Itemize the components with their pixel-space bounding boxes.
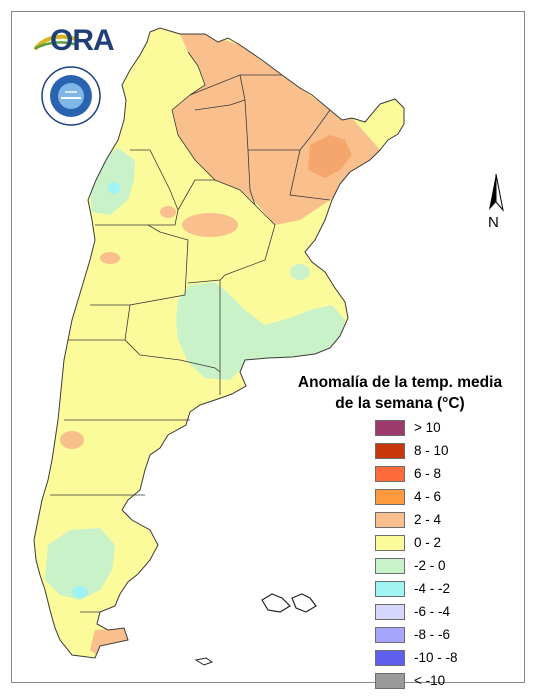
legend-label: 6 - 8 [414, 466, 442, 481]
legend-item: -6 - -4 [375, 600, 458, 623]
anomaly-zone-cold-west [108, 182, 120, 194]
north-label: N [488, 214, 499, 231]
legend-swatch [375, 580, 405, 597]
legend-label: -6 - -4 [414, 604, 451, 619]
legend-swatch [375, 626, 405, 643]
legend-swatch [375, 649, 405, 666]
province-borders [50, 51, 331, 613]
legend-label: 2 - 4 [414, 512, 442, 527]
legend-swatch [375, 603, 405, 620]
north-arrow-icon [489, 173, 504, 212]
anomaly-zone-cool-south [45, 528, 115, 600]
anomaly-zone-cool-coast [290, 264, 310, 280]
legend-item: 8 - 10 [375, 439, 458, 462]
legend-label: 8 - 10 [414, 443, 449, 458]
legend-swatch [375, 672, 405, 689]
malvinas-islands [261, 593, 317, 613]
ora-logo-text: ORA [50, 24, 115, 57]
legend-label: > 10 [414, 420, 441, 435]
anomaly-zone-center-1 [182, 213, 238, 237]
anomaly-zone-northeast [308, 135, 352, 178]
legend-label: -4 - -2 [414, 581, 451, 596]
legend: > 10 8 - 10 6 - 8 4 - 6 2 - 4 0 - 2 -2 -… [375, 416, 458, 692]
legend-item: -10 - -8 [375, 646, 458, 669]
anomaly-zone-west [100, 252, 120, 264]
legend-swatch [375, 442, 405, 459]
legend-item: -2 - 0 [375, 554, 458, 577]
legend-title: Anomalía de la temp. media de la semana … [283, 372, 517, 414]
legend-title-line-2: de la semana (°C) [335, 395, 465, 412]
legend-item: 4 - 6 [375, 485, 458, 508]
legend-item: > 10 [375, 416, 458, 439]
anomaly-zone-center-2 [160, 206, 176, 218]
legend-label: -10 - -8 [414, 650, 458, 665]
legend-item: < -10 [375, 669, 458, 692]
legend-label: -8 - -6 [414, 627, 451, 642]
legend-item: -4 - -2 [375, 577, 458, 600]
legend-item: 6 - 8 [375, 462, 458, 485]
legend-swatch [375, 557, 405, 574]
legend-swatch [375, 465, 405, 482]
legend-item: 0 - 2 [375, 531, 458, 554]
legend-label: 0 - 2 [414, 535, 442, 550]
anomaly-zone-south-coast [60, 431, 84, 449]
legend-label: < -10 [414, 673, 446, 688]
legend-swatch [375, 511, 405, 528]
legend-item: -8 - -6 [375, 623, 458, 646]
legend-swatch [375, 534, 405, 551]
anomaly-zone-cold-south [72, 586, 88, 598]
legend-swatch [375, 488, 405, 505]
smn-seal-icon [41, 66, 101, 126]
legend-swatch [375, 419, 405, 436]
ora-swoosh-icon [34, 34, 80, 50]
legend-title-line-1: Anomalía de la temp. media [297, 374, 503, 391]
legend-item: 2 - 4 [375, 508, 458, 531]
legend-label: -2 - 0 [414, 558, 446, 573]
south-islands [194, 657, 214, 666]
legend-label: 4 - 6 [414, 489, 442, 504]
